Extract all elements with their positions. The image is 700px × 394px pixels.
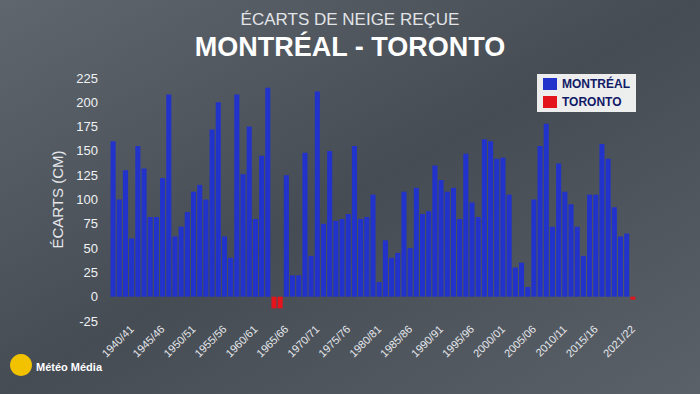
svg-text:1975/76: 1975/76 xyxy=(316,323,353,360)
svg-text:50: 50 xyxy=(84,241,98,256)
svg-text:2000/01: 2000/01 xyxy=(471,323,508,360)
svg-text:TORONTO: TORONTO xyxy=(562,95,622,109)
svg-text:125: 125 xyxy=(76,168,98,183)
svg-text:1945/46: 1945/46 xyxy=(130,323,167,360)
svg-text:1950/51: 1950/51 xyxy=(161,323,198,360)
svg-text:2005/06: 2005/06 xyxy=(502,323,539,360)
svg-text:2021/22: 2021/22 xyxy=(601,323,638,360)
svg-text:1960/61: 1960/61 xyxy=(223,323,260,360)
svg-text:ÉCARTS DE NEIGE REÇUE: ÉCARTS DE NEIGE REÇUE xyxy=(241,10,460,29)
svg-text:1980/81: 1980/81 xyxy=(347,323,384,360)
svg-text:1985/86: 1985/86 xyxy=(378,323,415,360)
svg-text:0: 0 xyxy=(91,289,98,304)
svg-text:1965/66: 1965/66 xyxy=(254,323,291,360)
svg-text:1970/71: 1970/71 xyxy=(285,323,322,360)
svg-text:225: 225 xyxy=(76,71,98,86)
svg-text:175: 175 xyxy=(76,119,98,134)
svg-text:2010/11: 2010/11 xyxy=(533,323,569,359)
svg-text:1955/56: 1955/56 xyxy=(192,323,229,360)
svg-text:MONTRÉAL - TORONTO: MONTRÉAL - TORONTO xyxy=(195,31,506,62)
svg-text:MONTRÉAL: MONTRÉAL xyxy=(562,76,630,91)
svg-text:200: 200 xyxy=(76,95,98,110)
svg-text:75: 75 xyxy=(84,216,98,231)
svg-text:100: 100 xyxy=(76,192,98,207)
svg-text:25: 25 xyxy=(84,265,98,280)
svg-text:150: 150 xyxy=(76,143,98,158)
svg-text:-25: -25 xyxy=(79,314,98,329)
svg-text:Météo Média: Météo Média xyxy=(36,361,103,373)
svg-text:1990/91: 1990/91 xyxy=(409,323,446,360)
svg-text:1995/96: 1995/96 xyxy=(440,323,477,360)
svg-text:2015/16: 2015/16 xyxy=(563,323,600,360)
svg-text:1940/41: 1940/41 xyxy=(99,323,136,360)
svg-text:ÉCARTS (CM): ÉCARTS (CM) xyxy=(49,150,66,248)
